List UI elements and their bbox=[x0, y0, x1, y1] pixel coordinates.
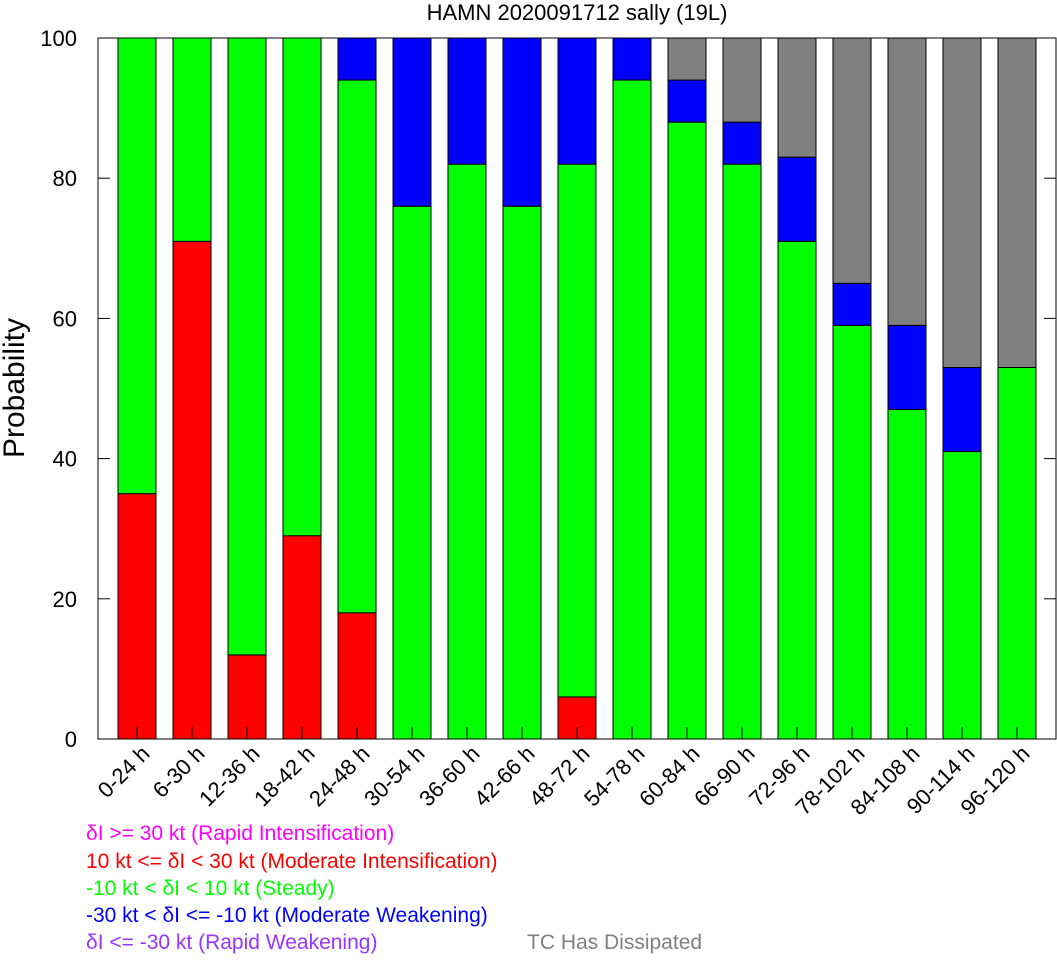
x-tick-label: 24-48 h bbox=[304, 741, 374, 811]
bar-segment-16-moderate-weakening bbox=[942, 366, 982, 453]
bar-segment-13-moderate-weakening bbox=[777, 156, 817, 242]
bar-segment-11-tc-has-dissipated bbox=[667, 37, 707, 81]
bar-segment-8-moderate-weakening bbox=[502, 37, 542, 207]
y-axis-ticks: 0 20 40 60 80 100 bbox=[40, 26, 1056, 752]
bar-segment-10-moderate-weakening bbox=[612, 37, 652, 81]
bar-segment-9-steady bbox=[557, 163, 597, 698]
bar-segment-17-tc-has-dissipated bbox=[997, 37, 1037, 368]
legend-item-1: δI >= 30 kt (Rapid Intensification) bbox=[86, 822, 394, 845]
bar-segment-15-moderate-weakening bbox=[887, 324, 927, 411]
bar-segment-15-steady bbox=[887, 409, 927, 740]
bar-segment-1-steady bbox=[117, 37, 157, 495]
bar-segment-15-tc-has-dissipated bbox=[887, 37, 927, 326]
y-tick-label: 0 bbox=[65, 727, 77, 752]
bar-segment-4-moderate-intensification bbox=[282, 535, 322, 740]
chart-title: HAMN 2020091712 sally (19L) bbox=[427, 0, 728, 25]
bar-segment-13-tc-has-dissipated bbox=[777, 37, 817, 158]
bar-segment-8-steady bbox=[502, 205, 542, 740]
x-tick-label: 60-84 h bbox=[634, 741, 704, 811]
bar-segment-16-tc-has-dissipated bbox=[942, 37, 982, 368]
bar-segment-7-moderate-weakening bbox=[447, 37, 487, 165]
bar-segment-3-steady bbox=[227, 37, 267, 656]
y-tick-label: 20 bbox=[53, 587, 77, 612]
bar-segment-5-steady bbox=[337, 79, 377, 614]
legend-item-2: 10 kt <= δI < 30 kt (Moderate Intensific… bbox=[86, 850, 498, 873]
bar-segment-5-moderate-weakening bbox=[337, 37, 377, 81]
bar-segment-4-steady bbox=[282, 37, 322, 537]
x-tick-label: 66-90 h bbox=[689, 741, 759, 811]
bar-segment-2-steady bbox=[172, 37, 212, 242]
x-tick-label: 18-42 h bbox=[249, 741, 319, 811]
legend-item-3: -10 kt < δI < 10 kt (Steady) bbox=[86, 877, 335, 900]
y-tick-label: 40 bbox=[53, 447, 77, 472]
legend-item-4: -30 kt < δI <= -10 kt (Moderate Weakenin… bbox=[86, 904, 488, 927]
x-tick-label: 48-72 h bbox=[524, 741, 594, 811]
y-tick-label: 80 bbox=[53, 166, 77, 191]
y-axis-label: Probability bbox=[0, 318, 31, 458]
bar-segment-2-moderate-intensification bbox=[172, 240, 212, 740]
x-tick-label: 54-78 h bbox=[579, 741, 649, 811]
y-tick-label: 100 bbox=[40, 26, 77, 51]
bar-segment-12-moderate-weakening bbox=[722, 121, 762, 165]
bar-segment-12-tc-has-dissipated bbox=[722, 37, 762, 123]
bar-segment-14-tc-has-dissipated bbox=[832, 37, 872, 284]
bar-segment-9-moderate-weakening bbox=[557, 37, 597, 165]
bar-segment-17-steady bbox=[997, 366, 1037, 740]
bar-segment-14-steady bbox=[832, 324, 872, 740]
bar-segment-1-moderate-intensification bbox=[117, 493, 157, 740]
bar-segment-7-steady bbox=[447, 163, 487, 740]
bar-segment-5-moderate-intensification bbox=[337, 612, 377, 740]
x-tick-label: 30-54 h bbox=[359, 741, 429, 811]
bar-segment-3-moderate-intensification bbox=[227, 654, 267, 740]
bar-segment-11-steady bbox=[667, 121, 707, 740]
legend-item-6: TC Has Dissipated bbox=[527, 931, 702, 954]
bar-segment-14-moderate-weakening bbox=[832, 282, 872, 326]
x-axis-ticks: 0-24 h6-30 h12-36 h18-42 h24-48 h30-54 h… bbox=[93, 727, 1035, 820]
bar-segment-6-steady bbox=[392, 205, 432, 740]
bar-segment-16-steady bbox=[942, 451, 982, 740]
bar-segment-13-steady bbox=[777, 240, 817, 740]
x-tick-label: 42-66 h bbox=[469, 741, 539, 811]
bars-group bbox=[117, 37, 1037, 740]
bar-segment-11-moderate-weakening bbox=[667, 79, 707, 123]
legend-item-5: δI <= -30 kt (Rapid Weakening) bbox=[86, 931, 377, 954]
x-tick-label: 0-24 h bbox=[93, 741, 155, 803]
x-tick-label: 12-36 h bbox=[194, 741, 264, 811]
legend: δI >= 30 kt (Rapid Intensification) 10 kt… bbox=[86, 822, 702, 954]
x-tick-label: 36-60 h bbox=[414, 741, 484, 811]
bar-segment-10-steady bbox=[612, 79, 652, 740]
y-tick-label: 60 bbox=[53, 306, 77, 331]
bar-segment-12-steady bbox=[722, 163, 762, 740]
bar-segment-6-moderate-weakening bbox=[392, 37, 432, 207]
